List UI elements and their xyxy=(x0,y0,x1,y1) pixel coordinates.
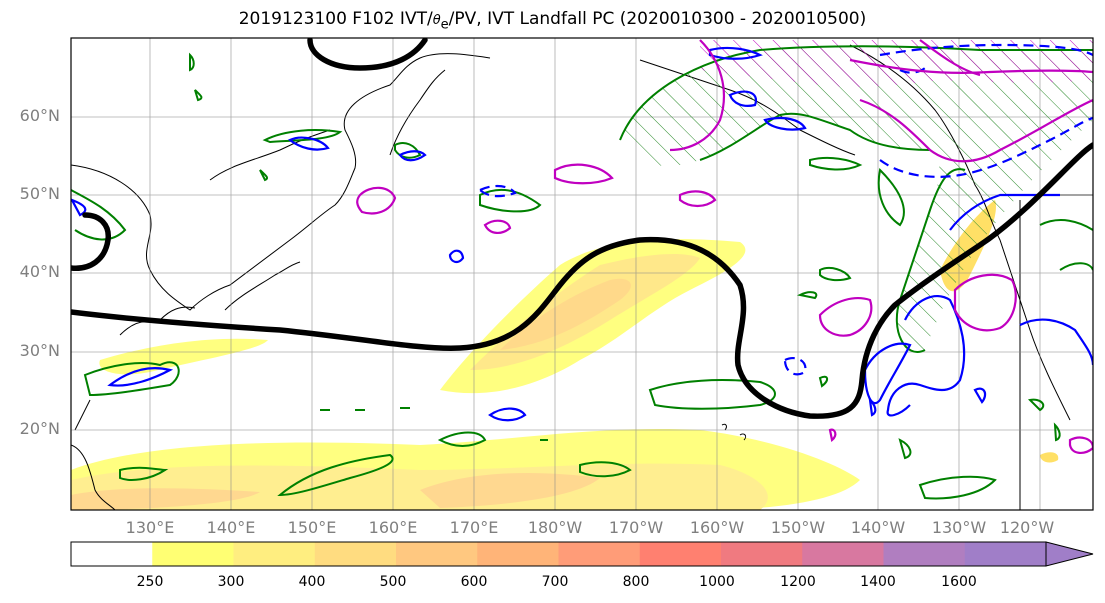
lat-label: 60°N xyxy=(19,106,60,125)
title-part-main: 2019123100 F102 IVT/ xyxy=(238,9,433,29)
lat-label: 50°N xyxy=(19,184,60,203)
lon-label: 170°W xyxy=(608,518,664,537)
theta-e-contours xyxy=(71,45,1093,500)
colorbar-cell xyxy=(883,542,966,566)
colorbar-cell xyxy=(721,542,803,566)
colorbar-tick-label: 1000 xyxy=(699,574,735,590)
colorbar-tick-label: 1200 xyxy=(780,574,816,590)
colorbar-tick-label: 1400 xyxy=(860,574,896,590)
map-area xyxy=(71,38,1093,510)
colorbar-cell xyxy=(802,542,884,566)
lon-label: 150°W xyxy=(770,518,826,537)
colorbar-cell xyxy=(71,542,153,566)
lat-label: 30°N xyxy=(19,341,60,360)
lon-label: 130°E xyxy=(125,518,175,537)
lon-label: 130°W xyxy=(931,518,987,537)
colorbar-cell xyxy=(558,542,641,566)
pv-contours xyxy=(71,46,1093,422)
title-part-rest: /PV, IVT Landfall PC (2020010300 - 20200… xyxy=(448,9,867,29)
ivt-landfall-contour xyxy=(71,38,1093,419)
title-subscript: e xyxy=(440,17,449,33)
lon-label: 140°W xyxy=(850,518,906,537)
colorbar-tick-label: 1600 xyxy=(941,574,977,590)
lon-label: 140°E xyxy=(206,518,256,537)
colorbar-cell xyxy=(477,542,559,566)
colorbar-frame xyxy=(70,541,1047,567)
magenta-contours xyxy=(356,39,1093,454)
hatched-regions xyxy=(620,40,1093,352)
colorbar-cell xyxy=(314,542,397,566)
colorbar-cell xyxy=(233,542,316,566)
lat-label: 20°N xyxy=(19,419,60,438)
map-title: 2019123100 F102 IVT/θe/PV, IVT Landfall … xyxy=(0,9,1105,32)
lon-label: 180°W xyxy=(527,518,583,537)
colorbar-cell xyxy=(639,542,722,566)
pv-dashed-contours xyxy=(478,43,1093,376)
colorbar-tick-label: 400 xyxy=(298,574,326,590)
colorbar xyxy=(70,541,1094,567)
colorbar-cell xyxy=(964,542,1047,566)
colorbar-cell xyxy=(152,542,234,566)
colorbar-extend-arrow xyxy=(1045,541,1094,567)
colorbar-tick-label: 600 xyxy=(460,574,488,590)
map-frame xyxy=(70,37,1094,511)
lat-label: 40°N xyxy=(19,262,60,281)
colorbar-tick-label: 250 xyxy=(136,574,164,590)
lon-label: 170°E xyxy=(449,518,499,537)
lon-label: 120°W xyxy=(999,518,1055,537)
colorbar-tick-label: 300 xyxy=(217,574,245,590)
lon-label: 160°E xyxy=(368,518,418,537)
lon-label: 160°W xyxy=(689,518,745,537)
colorbar-cell xyxy=(396,542,478,566)
colorbar-tick-label: 700 xyxy=(541,574,569,590)
colorbar-tick-label: 500 xyxy=(379,574,407,590)
title-theta: θ xyxy=(432,13,441,28)
colorbar-tick-label: 800 xyxy=(622,574,650,590)
lon-label: 150°E xyxy=(287,518,337,537)
